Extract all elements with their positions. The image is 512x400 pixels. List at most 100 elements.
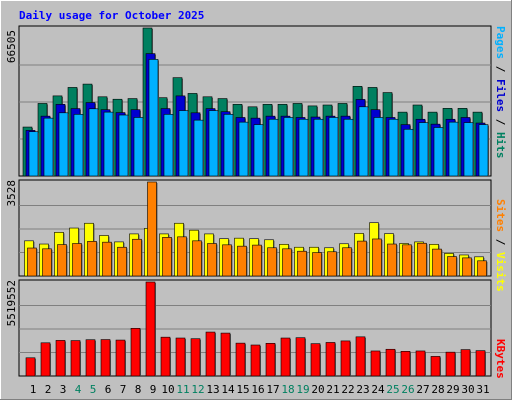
- x-tick-label-4: 4: [75, 383, 82, 396]
- kbytes-legend: KBytes: [494, 339, 507, 379]
- x-tick-label-17: 17: [266, 383, 279, 396]
- bar-kbytes-day-27: [415, 350, 426, 377]
- bar-kbytes-day-24: [370, 350, 381, 377]
- bar-kbytes-day-29: [445, 351, 456, 377]
- bar-pages-day-12: [193, 119, 204, 177]
- legend-entry: /: [494, 59, 507, 79]
- bar-kbytes-day-7: [115, 339, 126, 377]
- x-tick-label-1: 1: [30, 383, 37, 396]
- x-tick-label-23: 23: [356, 383, 369, 396]
- bar-pages-day-18: [283, 117, 294, 177]
- bar-pages-day-20: [313, 118, 324, 177]
- bar-sites-day-25: [387, 243, 397, 277]
- bar-pages-day-7: [118, 114, 129, 177]
- x-tick-label-24: 24: [371, 383, 385, 396]
- bar-kbytes-day-18: [280, 337, 291, 377]
- x-tick-label-6: 6: [105, 383, 112, 396]
- bar-pages-day-31: [478, 124, 489, 177]
- bar-sites-day-18: [282, 248, 292, 277]
- bar-kbytes-day-23: [355, 336, 366, 377]
- bar-pages-day-4: [73, 114, 84, 177]
- bar-kbytes-day-12: [190, 338, 201, 377]
- bar-pages-day-22: [343, 118, 354, 177]
- bar-pages-day-1: [28, 131, 39, 177]
- x-tick-label-28: 28: [431, 383, 444, 396]
- x-tick-label-10: 10: [161, 383, 174, 396]
- bar-sites-day-9: [147, 181, 157, 277]
- hits-max-label: 66505: [5, 30, 18, 63]
- x-tick-label-8: 8: [135, 383, 142, 396]
- x-tick-label-7: 7: [120, 383, 127, 396]
- bar-kbytes-day-3: [55, 340, 66, 377]
- bar-sites-day-3: [57, 244, 67, 277]
- bar-sites-day-21: [327, 251, 337, 277]
- bar-pages-day-13: [208, 110, 219, 177]
- bar-sites-day-2: [42, 248, 52, 277]
- hits-legend: Pages / Files / Hits: [494, 26, 507, 159]
- bar-kbytes-day-30: [460, 349, 471, 377]
- bar-sites-day-28: [432, 248, 442, 277]
- bar-sites-day-22: [342, 247, 352, 277]
- bar-kbytes-day-5: [85, 339, 96, 377]
- bar-pages-day-11: [178, 110, 189, 177]
- x-tick-label-29: 29: [446, 383, 459, 396]
- chart-title: Daily usage for October 2025: [19, 9, 204, 22]
- bar-pages-day-24: [373, 117, 384, 177]
- bar-sites-day-17: [267, 247, 277, 277]
- bar-pages-day-28: [433, 127, 444, 177]
- bar-pages-day-27: [418, 122, 429, 177]
- x-tick-label-18: 18: [281, 383, 294, 396]
- bar-kbytes-day-1: [25, 357, 36, 377]
- bar-pages-day-14: [223, 114, 234, 177]
- x-axis-labels: 1 2 3 4 5 6 7 8 9 10 11 12 13 14 15 16 17 18 19 20 21 22 23 24 2…: [30, 383, 490, 396]
- visits-legend: Sites / Visits: [494, 199, 507, 292]
- bar-pages-day-26: [403, 128, 414, 177]
- bar-pages-day-19: [298, 118, 309, 177]
- visits-max-label: 3528: [5, 180, 18, 207]
- bar-sites-day-31: [477, 260, 487, 277]
- bar-kbytes-day-8: [130, 328, 141, 377]
- legend-entry: Files: [494, 79, 507, 112]
- bar-sites-day-6: [102, 241, 112, 277]
- bar-pages-day-9: [148, 59, 159, 177]
- bar-kbytes-day-9: [145, 281, 156, 377]
- bar-sites-day-10: [162, 237, 172, 277]
- bar-sites-day-24: [372, 238, 382, 277]
- x-tick-label-25: 25: [386, 383, 399, 396]
- x-tick-label-12: 12: [191, 383, 204, 396]
- x-tick-label-5: 5: [90, 383, 97, 396]
- x-tick-label-30: 30: [461, 383, 474, 396]
- legend-entry: Visits: [494, 252, 507, 292]
- bar-kbytes-day-13: [205, 331, 216, 377]
- x-tick-label-2: 2: [45, 383, 52, 396]
- bar-kbytes-day-15: [235, 342, 246, 377]
- bar-pages-day-3: [58, 112, 69, 177]
- bar-sites-day-15: [237, 245, 247, 277]
- legend-entry: Sites: [494, 199, 507, 232]
- bar-kbytes-day-25: [385, 348, 396, 377]
- x-tick-label-21: 21: [326, 383, 339, 396]
- bars: [22, 27, 489, 377]
- x-tick-label-3: 3: [60, 383, 67, 396]
- x-tick-label-16: 16: [251, 383, 264, 396]
- x-tick-label-13: 13: [206, 383, 219, 396]
- x-tick-label-27: 27: [416, 383, 429, 396]
- bar-sites-day-5: [87, 241, 97, 277]
- bar-pages-day-8: [133, 117, 144, 177]
- bar-pages-day-16: [253, 124, 264, 177]
- bar-sites-day-7: [117, 246, 127, 277]
- x-tick-label-14: 14: [221, 383, 235, 396]
- bar-kbytes-day-16: [250, 344, 261, 377]
- bar-kbytes-day-2: [40, 342, 51, 377]
- bar-pages-day-21: [328, 117, 339, 177]
- bar-pages-day-15: [238, 121, 249, 177]
- bar-kbytes-day-14: [220, 332, 231, 377]
- bar-pages-day-10: [163, 114, 174, 177]
- bar-kbytes-day-10: [160, 336, 171, 377]
- x-tick-label-26: 26: [401, 383, 414, 396]
- bar-kbytes-day-28: [430, 356, 441, 377]
- x-tick-label-11: 11: [176, 383, 189, 396]
- bar-sites-day-27: [417, 242, 427, 277]
- bar-kbytes-day-22: [340, 340, 351, 377]
- bar-sites-day-19: [297, 250, 307, 277]
